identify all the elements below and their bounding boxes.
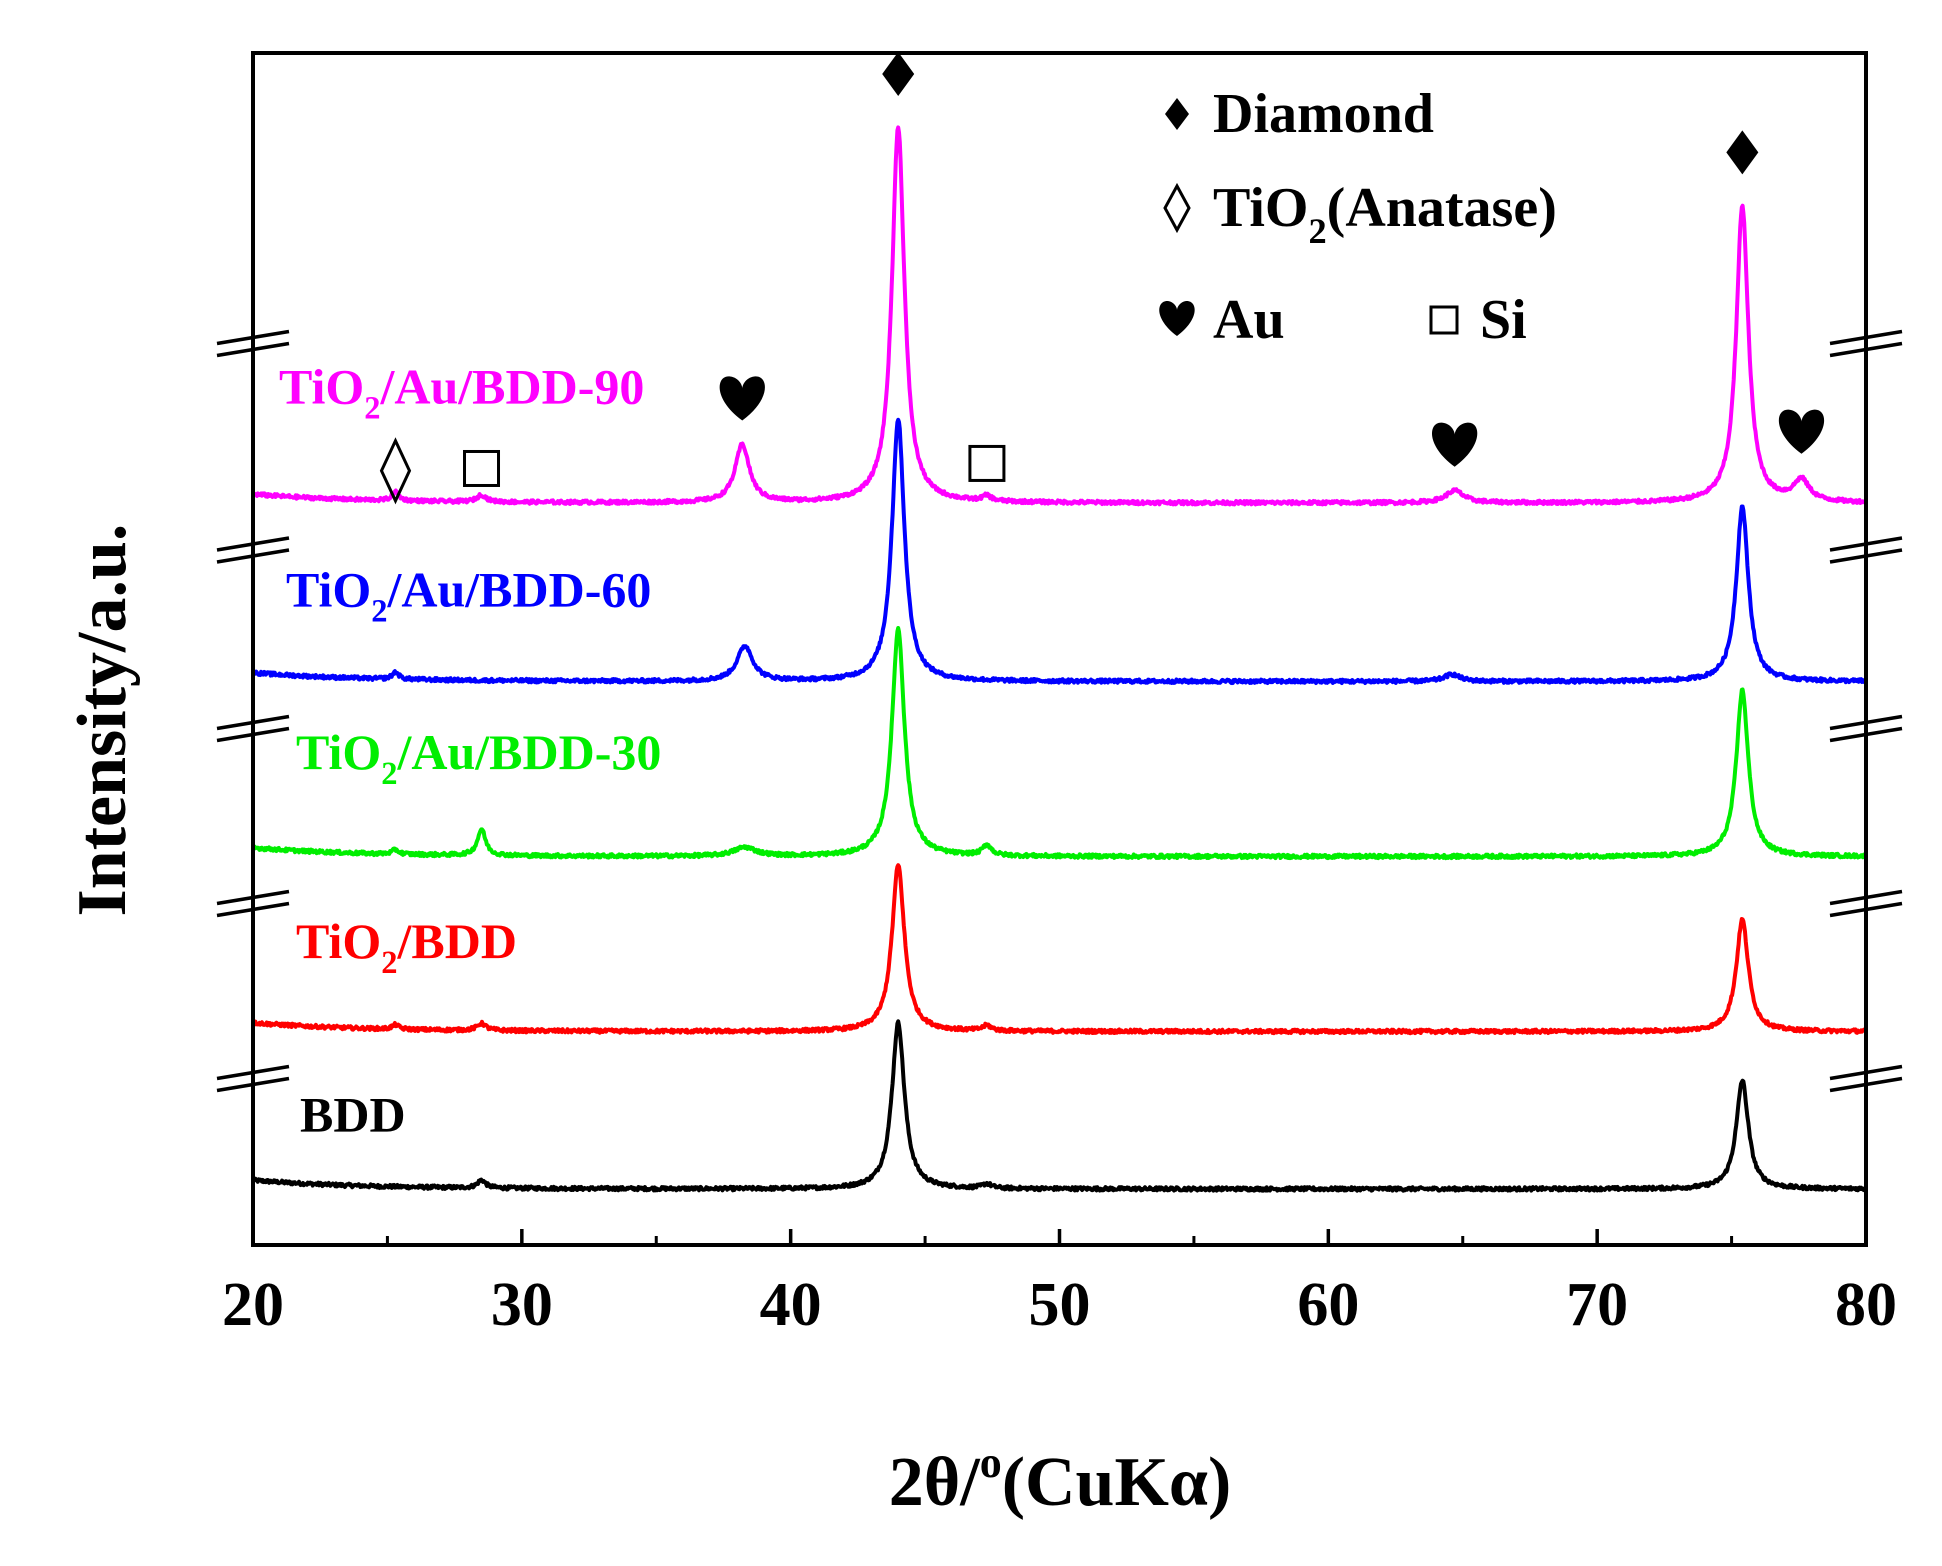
peak-marker-square-open-47-3 <box>968 444 1006 482</box>
x-tick-label-20: 20 <box>222 1271 284 1339</box>
legend-item-tio2-anatase: TiO2(Anatase) <box>1163 177 1557 251</box>
x-tick-label-70: 70 <box>1566 1271 1628 1339</box>
series-line-bdd <box>251 1019 1868 1193</box>
x-axis-label: 2θ/o(CuKα) <box>889 1438 1232 1521</box>
x-tick-label-50: 50 <box>1029 1271 1091 1339</box>
legend-item-diamond: Diamond <box>1165 83 1434 145</box>
peak-marker-heart-77-6 <box>1778 409 1825 454</box>
legend-square-open-icon <box>1429 305 1459 335</box>
x-tick-label-30: 30 <box>491 1271 553 1339</box>
legend-label: Diamond <box>1213 83 1434 145</box>
x-tick-label-60: 60 <box>1297 1271 1359 1339</box>
peak-marker-square-open-28-5 <box>463 449 501 487</box>
series-line-tio2-au-bdd-90 <box>251 125 1868 507</box>
series-label-layer: BDD TiO2/BDD TiO2/Au/BDD-30 TiO2/Au/BDD-60 T… <box>279 358 661 1142</box>
series-line-tio2-au-bdd-30 <box>251 626 1868 861</box>
series-layer <box>251 125 1868 1193</box>
series-label-tio2-au-bdd-30: TiO2/Au/BDD-30 <box>296 724 661 792</box>
series-label-tio2-au-bdd-90: TiO2/Au/BDD-90 <box>279 358 644 426</box>
series-label-bdd: BDD <box>300 1086 406 1142</box>
plot-frame <box>251 51 1868 1247</box>
series-line-tio2-bdd <box>251 863 1868 1036</box>
peak-marker-diamond-filled-75-4 <box>1726 130 1759 175</box>
series-label-tio2-bdd: TiO2/BDD <box>296 913 517 981</box>
legend-label: Si <box>1480 289 1527 351</box>
series-label-tio2-au-bdd-60: TiO2/Au/BDD-60 <box>286 561 651 629</box>
peak-marker-diamond-open-25-3 <box>379 437 412 505</box>
peak-marker-diamond-filled-44 <box>882 52 915 97</box>
axis-break-layer <box>215 329 1904 1093</box>
legend-diamond-open-icon <box>1163 182 1191 234</box>
legend-diamond-filled-icon <box>1165 98 1189 130</box>
legend-item-si: Si <box>1429 289 1527 351</box>
y-axis-label: Intensity/a.u. <box>64 524 141 917</box>
legend-label: TiO2(Anatase) <box>1213 177 1557 251</box>
legend-heart-icon <box>1159 300 1195 336</box>
x-tick-layer: 20 30 40 50 60 70 80 <box>222 1229 1897 1339</box>
series-line-tio2-au-bdd-60 <box>251 417 1868 685</box>
peak-marker-heart-64-7 <box>1432 422 1478 467</box>
legend: Diamond TiO2(Anatase) Au Si <box>1159 83 1557 351</box>
x-tick-label-80: 80 <box>1835 1271 1897 1339</box>
peak-marker-heart-38-2 <box>719 376 765 421</box>
legend-item-au: Au <box>1159 289 1285 351</box>
legend-label: Au <box>1213 289 1285 351</box>
x-tick-label-40: 40 <box>760 1271 822 1339</box>
peak-marker-layer <box>379 52 1825 505</box>
